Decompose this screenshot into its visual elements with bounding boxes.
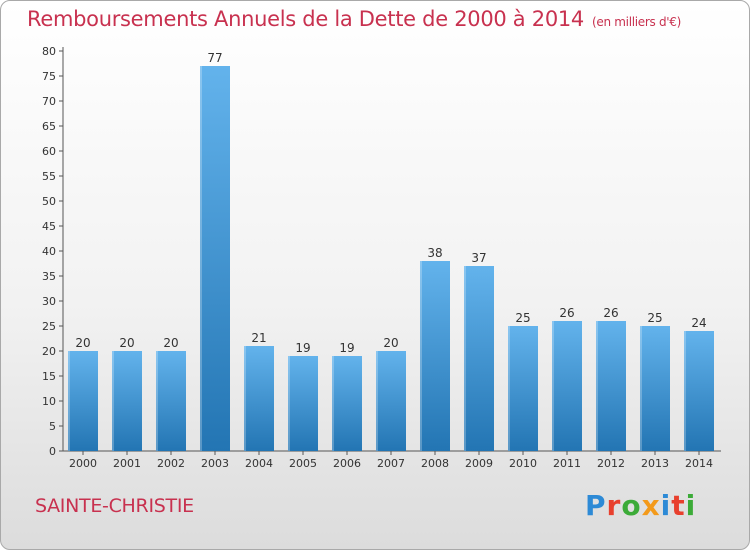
bar-2004 [244,346,274,451]
data-label-2011: 26 [559,306,574,320]
x-tick-label-2001: 2001 [113,457,141,470]
y-tick-label: 60 [42,145,56,158]
bar-2005 [288,356,318,451]
y-tick-label: 65 [42,120,56,133]
logo-letter: P [585,489,607,522]
data-label-2008: 38 [427,246,442,260]
bar-2008 [420,261,450,451]
y-tick-label: 40 [42,245,56,258]
bar-2007 [376,351,406,451]
bar-highlight [376,351,378,451]
bar-highlight [464,266,466,451]
data-label-2014: 24 [691,316,706,330]
data-label-2013: 25 [647,311,662,325]
bar-2009 [464,266,494,451]
x-tick-label-2008: 2008 [421,457,449,470]
logo-letter: o [621,489,642,522]
logo-letter: i [660,489,672,522]
bar-2011 [552,321,582,451]
logo-letter: r [606,489,622,522]
x-tick-label-2007: 2007 [377,457,405,470]
data-label-2000: 20 [75,336,90,350]
y-tick-label: 70 [42,95,56,108]
proxiti-logo[interactable]: Proxiti [585,489,696,522]
bar-highlight [596,321,598,451]
city-name: SAINTE-CHRISTIE [35,495,194,517]
x-tick-label-2010: 2010 [509,457,537,470]
logo-letter: x [641,489,661,522]
y-tick-label: 45 [42,220,56,233]
data-label-2005: 19 [295,341,310,355]
bar-2002 [156,351,186,451]
bar-highlight [420,261,422,451]
bar-highlight [684,331,686,451]
chart-title-text: Remboursements Annuels de la Dette de 20… [27,7,584,31]
chart-title: Remboursements Annuels de la Dette de 20… [27,7,681,31]
bar-highlight [332,356,334,451]
bar-2001 [112,351,142,451]
x-tick-label-2011: 2011 [553,457,581,470]
x-tick-label-2000: 2000 [69,457,97,470]
bar-highlight [552,321,554,451]
x-tick-label-2005: 2005 [289,457,317,470]
y-tick-label: 35 [42,270,56,283]
y-tick-label: 80 [42,45,56,58]
x-tick-label-2004: 2004 [245,457,273,470]
x-tick-label-2012: 2012 [597,457,625,470]
y-tick-label: 15 [42,370,56,383]
data-label-2010: 25 [515,311,530,325]
bar-highlight [68,351,70,451]
bars [68,66,714,451]
x-tick-label-2014: 2014 [685,457,713,470]
axes: 0 5 10 15 20 25 30 35 40 45 50 55 60 65 70 75 80 2000 2001… [42,45,721,470]
y-tick-label: 75 [42,70,56,83]
bar-2000 [68,351,98,451]
y-tick-label: 30 [42,295,56,308]
bar-2006 [332,356,362,451]
x-tick-label-2013: 2013 [641,457,669,470]
logo-letter: i [685,489,697,522]
logo-letter: t [671,489,686,522]
bar-highlight [244,346,246,451]
y-tick-label: 50 [42,195,56,208]
y-tick-label: 10 [42,395,56,408]
bar-2012 [596,321,626,451]
y-tick-label: 0 [49,445,56,458]
data-label-2003: 77 [207,51,222,65]
y-tick-label: 55 [42,170,56,183]
bar-2014 [684,331,714,451]
y-tick-label: 25 [42,320,56,333]
data-label-2006: 19 [339,341,354,355]
bar-highlight [288,356,290,451]
x-tick-label-2003: 2003 [201,457,229,470]
data-label-2001: 20 [119,336,134,350]
bar-2013 [640,326,670,451]
data-label-2007: 20 [383,336,398,350]
bar-2003 [200,66,230,451]
data-labels: 20 20 20 77 21 19 19 20 38 37 25 26 26 25 24 [75,51,706,355]
data-label-2012: 26 [603,306,618,320]
bar-highlight [200,66,202,451]
x-tick-label-2009: 2009 [465,457,493,470]
data-label-2009: 37 [471,251,486,265]
y-tick-label: 20 [42,345,56,358]
bar-highlight [156,351,158,451]
chart-unit: (en milliers d'€) [592,15,682,29]
bar-highlight [640,326,642,451]
x-tick-label-2006: 2006 [333,457,361,470]
data-label-2004: 21 [251,331,266,345]
x-tick-label-2002: 2002 [157,457,185,470]
bar-highlight [508,326,510,451]
bar-highlight [112,351,114,451]
y-tick-label: 5 [49,420,56,433]
data-label-2002: 20 [163,336,178,350]
bar-2010 [508,326,538,451]
